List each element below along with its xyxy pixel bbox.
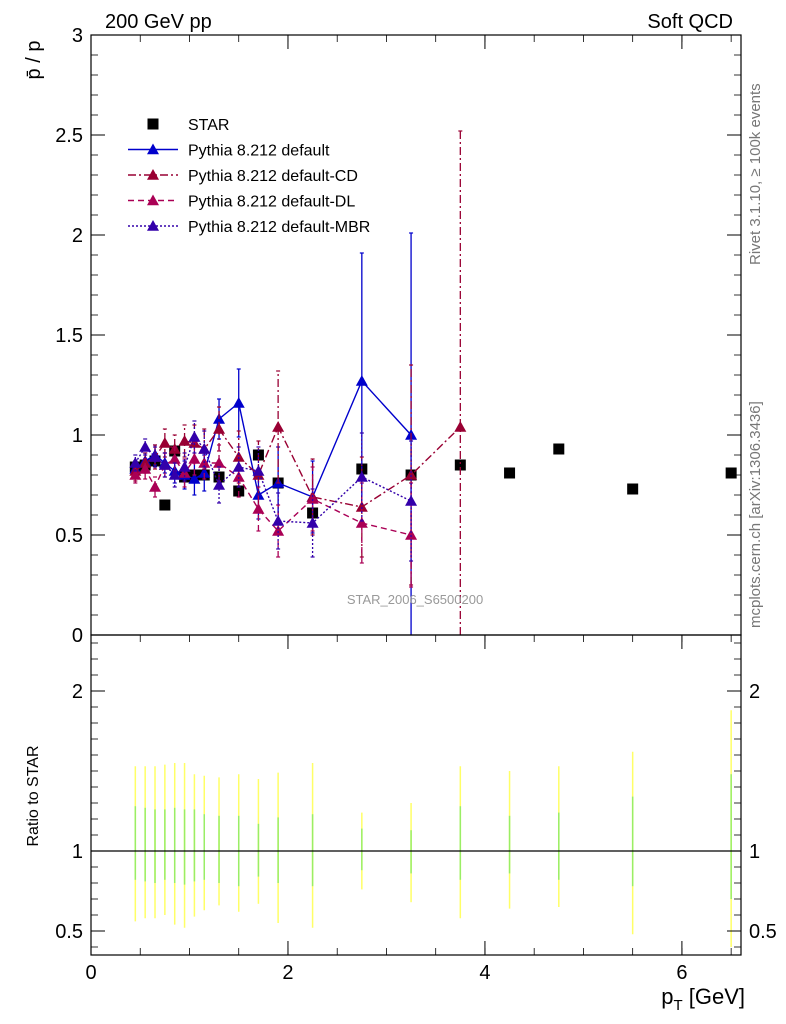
legend: STAR Pythia 8.212 default Pythia 8.212 def… <box>128 117 370 236</box>
main-ylabel: p̄ / p <box>23 41 45 80</box>
data-point <box>725 467 737 479</box>
legend-label: Pythia 8.212 default-MBR <box>188 219 370 236</box>
data-point <box>252 465 265 476</box>
data-point <box>272 515 285 526</box>
legend-label: Pythia 8.212 default-CD <box>188 168 358 185</box>
ratio-panel: 0.5 0.5 1 1 2 2 0 2 4 6 Ratio to STAR pT [GeV] <box>25 634 777 1014</box>
data-point <box>355 501 368 512</box>
data-point <box>129 457 142 468</box>
data-point <box>213 457 226 468</box>
x-tick-label: 6 <box>676 962 687 984</box>
data-point <box>139 441 152 452</box>
data-point <box>232 461 245 472</box>
data-point <box>178 435 191 446</box>
data-point <box>188 453 201 464</box>
ratio-y-tick-label: 2 <box>72 681 83 703</box>
header-left: 200 GeV pp <box>105 11 212 33</box>
y-tick-label: 2 <box>72 225 83 247</box>
data-point <box>129 469 142 480</box>
data-point <box>232 397 245 408</box>
data-point <box>252 503 265 514</box>
legend-marker <box>147 118 159 130</box>
ratio-y-tick-label-right: 1 <box>749 841 760 863</box>
data-point <box>272 525 285 536</box>
main-panel: 0 0.5 1 1.5 2 2.5 3 STAR Pythia 8.212 default Py… <box>23 25 742 647</box>
data-point <box>149 481 162 492</box>
data-point <box>139 463 152 474</box>
x-tick-label: 2 <box>282 962 293 984</box>
ratio-y-tick-label-right: 2 <box>749 681 760 703</box>
data-point <box>306 517 319 528</box>
ratio-frame <box>90 634 742 956</box>
data-point <box>405 469 418 480</box>
legend-entry: Pythia 8.212 default <box>128 143 330 160</box>
data-point <box>168 453 181 464</box>
data-point <box>198 443 211 454</box>
data-point <box>188 431 201 442</box>
data-point <box>178 461 191 472</box>
legend-label: Pythia 8.212 default <box>188 143 330 160</box>
ratio-y-tick-label-right: 0.5 <box>749 921 777 943</box>
legend-label: Pythia 8.212 default-DL <box>188 194 355 211</box>
data-point <box>355 471 368 482</box>
series-1 <box>129 232 418 635</box>
series-line <box>134 425 461 508</box>
data-point <box>149 451 162 462</box>
data-point <box>232 471 245 482</box>
data-point <box>405 495 418 506</box>
legend-marker <box>147 194 159 206</box>
legend-entry: Pythia 8.212 default-MBR <box>128 219 370 236</box>
data-point <box>553 443 565 455</box>
data-point <box>159 499 171 511</box>
legend-entry: STAR <box>147 117 229 134</box>
data-point <box>405 529 418 540</box>
data-point <box>139 457 152 468</box>
ratio-y-tick-label: 1 <box>72 841 83 863</box>
y-tick-label: 0 <box>72 625 83 647</box>
ratio-ylabel: Ratio to STAR <box>25 745 42 846</box>
data-point <box>272 421 285 432</box>
data-point <box>188 473 201 484</box>
data-point <box>627 483 639 495</box>
y-tick-label: 0.5 <box>55 525 83 547</box>
data-point <box>213 479 226 490</box>
y-tick-label: 2.5 <box>55 125 83 147</box>
data-point <box>454 421 467 432</box>
data-point <box>355 375 368 386</box>
legend-marker <box>147 169 159 180</box>
mcplots-label: mcplots.cern.ch [arXiv:1306.3436] <box>747 401 764 628</box>
x-axis-label: pT [GeV] <box>661 984 745 1014</box>
data-point <box>158 459 171 470</box>
data-point <box>168 469 181 480</box>
y-tick-label: 3 <box>72 25 83 47</box>
y-tick-label: 1.5 <box>55 325 83 347</box>
data-point <box>504 467 516 479</box>
legend-marker <box>147 143 159 155</box>
data-point <box>306 493 319 504</box>
legend-marker <box>147 220 159 231</box>
legend-entry: Pythia 8.212 default-CD <box>128 168 358 185</box>
data-point <box>213 423 226 434</box>
data-point <box>198 467 211 478</box>
y-tick-label: 1 <box>72 425 83 447</box>
header-right: Soft QCD <box>647 11 733 33</box>
data-point <box>454 459 466 471</box>
watermark: STAR_2006_S6500200 <box>347 592 483 607</box>
rivet-label: Rivet 3.1.10, ≥ 100k events <box>747 83 764 265</box>
data-point <box>355 517 368 528</box>
x-tick-label: 4 <box>479 962 490 984</box>
series-4 <box>129 420 418 562</box>
ratio-y-tick-label: 0.5 <box>55 921 83 943</box>
data-point <box>158 437 171 448</box>
series-3 <box>129 442 418 588</box>
legend-label: STAR <box>188 117 229 134</box>
legend-entry: Pythia 8.212 default-DL <box>128 194 355 211</box>
x-tick-label: 0 <box>85 962 96 984</box>
